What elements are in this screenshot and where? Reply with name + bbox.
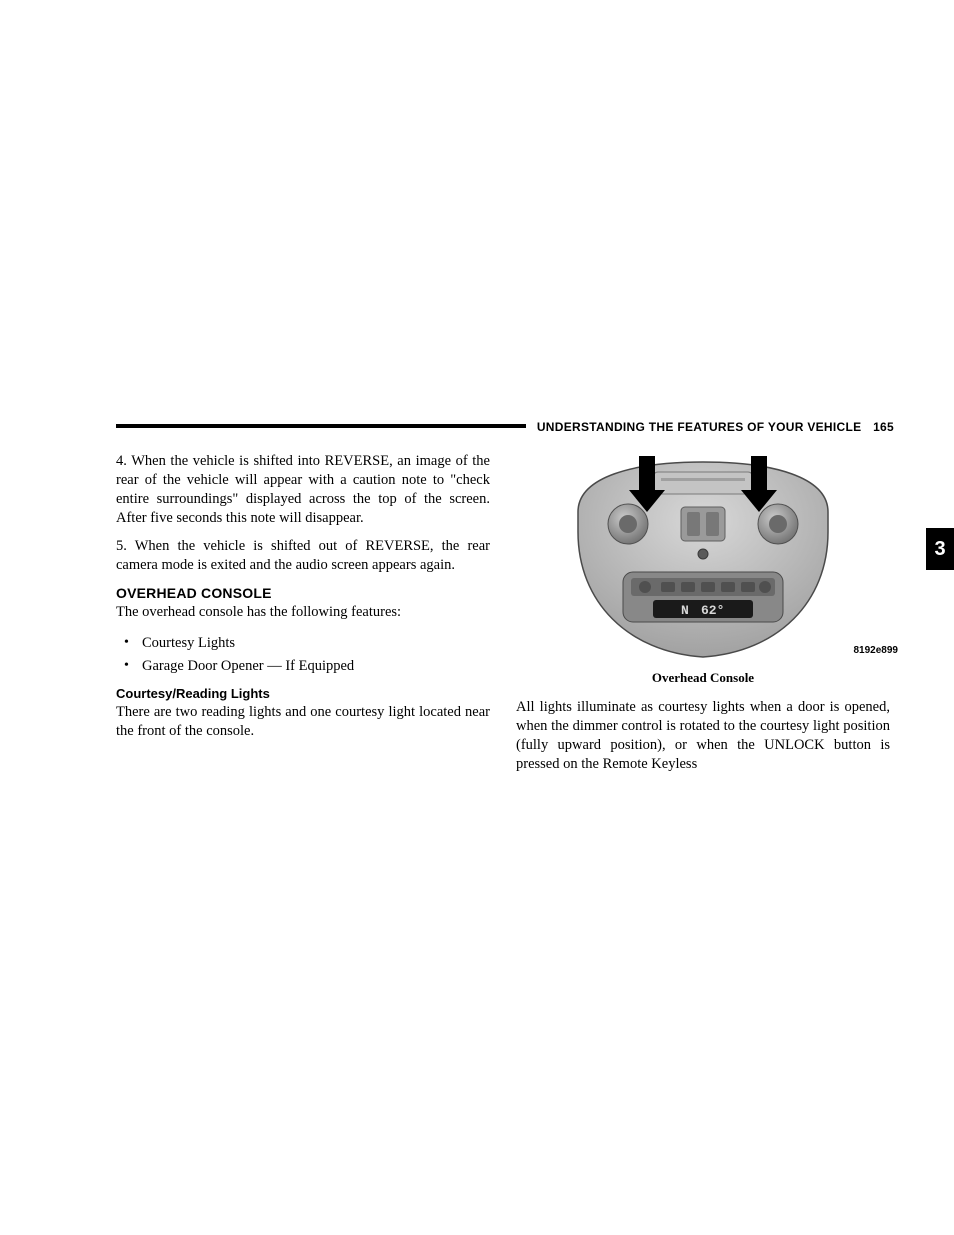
- evic-compass: N: [681, 603, 689, 618]
- list-item: Garage Door Opener — If Equipped: [124, 655, 490, 678]
- section-tab: 3: [926, 528, 954, 570]
- homelink-button-3: [681, 582, 695, 592]
- homelink-button-6: [741, 582, 755, 592]
- page: 3 UNDERSTANDING THE FEATURES OF YOUR VEH…: [0, 0, 954, 1235]
- reading-bulb-left: [619, 515, 637, 533]
- columns: 4. When the vehicle is shifted into REVE…: [116, 452, 894, 783]
- left-column: 4. When the vehicle is shifted into REVE…: [116, 452, 490, 783]
- figure-code: 8192e899: [854, 645, 899, 656]
- center-switch-1: [687, 512, 700, 536]
- content: UNDERSTANDING THE FEATURES OF YOUR VEHIC…: [116, 420, 894, 783]
- courtesy-reading-heading: Courtesy/Reading Lights: [116, 686, 490, 701]
- figure-caption: Overhead Console: [516, 670, 890, 686]
- overhead-console-svg: N 62°: [553, 452, 853, 662]
- section-title: UNDERSTANDING THE FEATURES OF YOUR VEHIC…: [537, 420, 862, 434]
- homelink-button-4: [701, 582, 715, 592]
- center-switch-2: [706, 512, 719, 536]
- paragraph-5: 5. When the vehicle is shifted out of RE…: [116, 537, 490, 575]
- courtesy-light: [698, 549, 708, 559]
- header-rule: [116, 424, 526, 428]
- bin-line: [661, 478, 745, 481]
- overhead-console-intro: The overhead console has the following f…: [116, 603, 490, 622]
- homelink-button-7: [759, 581, 771, 593]
- homelink-button-2: [661, 582, 675, 592]
- sunglass-bin: [653, 472, 753, 494]
- evic-temp: 62°: [701, 603, 724, 618]
- right-body: All lights illuminate as courtesy lights…: [516, 698, 890, 773]
- overhead-console-figure: N 62° 8192e899: [516, 452, 890, 662]
- paragraph-4: 4. When the vehicle is shifted into REVE…: [116, 452, 490, 527]
- reading-bulb-right: [769, 515, 787, 533]
- page-header: UNDERSTANDING THE FEATURES OF YOUR VEHIC…: [116, 420, 894, 438]
- homelink-button-1: [639, 581, 651, 593]
- list-item: Courtesy Lights: [124, 632, 490, 655]
- page-number: 165: [873, 420, 894, 434]
- feature-list: Courtesy Lights Garage Door Opener — If …: [124, 632, 490, 678]
- right-column: N 62° 8192e899 Overhead Console All ligh…: [516, 452, 890, 783]
- overhead-console-heading: OVERHEAD CONSOLE: [116, 585, 490, 601]
- courtesy-reading-body: There are two reading lights and one cou…: [116, 703, 490, 741]
- header-text: UNDERSTANDING THE FEATURES OF YOUR VEHIC…: [537, 420, 894, 434]
- homelink-button-5: [721, 582, 735, 592]
